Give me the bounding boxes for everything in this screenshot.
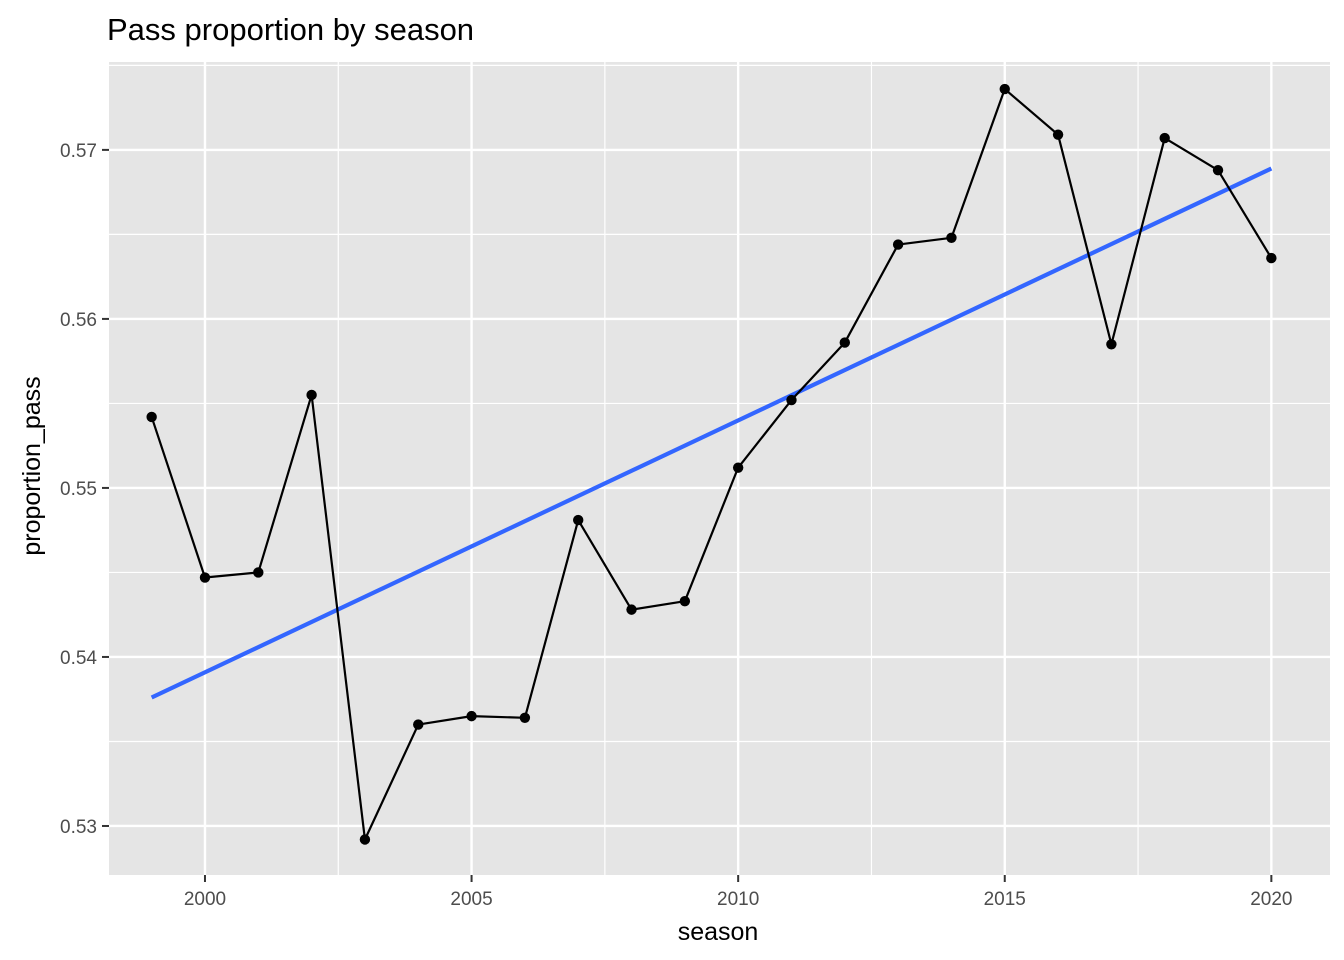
y-tick-label: 0.56 xyxy=(60,310,97,331)
data-point xyxy=(466,710,477,722)
data-point xyxy=(786,394,797,406)
y-tick-label: 0.54 xyxy=(60,648,97,669)
data-point xyxy=(1212,164,1224,176)
major-gridlines xyxy=(109,62,1330,875)
chart-title: Pass proportion by season xyxy=(107,12,474,47)
data-point xyxy=(679,595,691,607)
data-point xyxy=(732,462,744,473)
series-line xyxy=(150,87,1273,841)
data-point xyxy=(626,604,637,615)
plot-panel xyxy=(109,62,1330,875)
y-axis: 0.53 0.54 0.55 0.56 0.57 xyxy=(60,141,109,838)
x-tick-label: 2020 xyxy=(1250,889,1292,910)
y-tick-label: 0.57 xyxy=(60,141,97,162)
data-point xyxy=(359,834,371,845)
data-point xyxy=(1266,252,1277,264)
data-point xyxy=(199,572,211,583)
data-point xyxy=(892,239,904,250)
data-point xyxy=(1106,339,1117,350)
y-tick-label: 0.55 xyxy=(60,479,97,500)
data-point xyxy=(946,232,957,243)
data-point xyxy=(1159,132,1170,144)
data-point xyxy=(146,411,157,423)
data-point xyxy=(999,83,1010,95)
data-point xyxy=(573,514,584,526)
x-axis-title: season xyxy=(678,918,759,946)
data-point xyxy=(519,712,531,724)
x-tick-label: 2015 xyxy=(984,889,1026,910)
series-layer xyxy=(146,83,1277,845)
x-axis: 2000 2005 2010 2015 2020 xyxy=(184,875,1292,910)
y-axis-title: proportion_pass xyxy=(18,376,46,555)
y-tick-label: 0.53 xyxy=(60,817,97,838)
data-point xyxy=(1052,129,1064,140)
x-tick-label: 2000 xyxy=(184,889,226,910)
x-tick-label: 2010 xyxy=(717,889,759,910)
data-point xyxy=(839,337,850,348)
data-point xyxy=(306,389,317,401)
x-tick-label: 2005 xyxy=(450,889,492,910)
data-point xyxy=(253,567,264,578)
data-point xyxy=(413,719,424,730)
